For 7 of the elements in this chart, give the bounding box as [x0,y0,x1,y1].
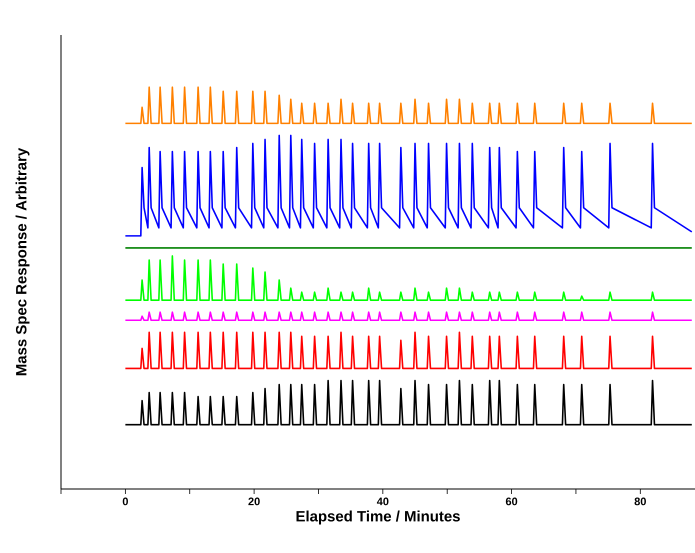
x-tick-label: 40 [376,498,388,506]
x-tick-label: 80 [634,498,646,506]
x-tick-label: 60 [506,498,518,506]
x-tick-label: 20 [248,498,260,506]
y-axis-title: Mass Spec Response / Arbitrary [16,148,30,376]
x-axis-title: Elapsed Time / Minutes [296,510,460,524]
x-tick-label: 0 [122,498,128,506]
